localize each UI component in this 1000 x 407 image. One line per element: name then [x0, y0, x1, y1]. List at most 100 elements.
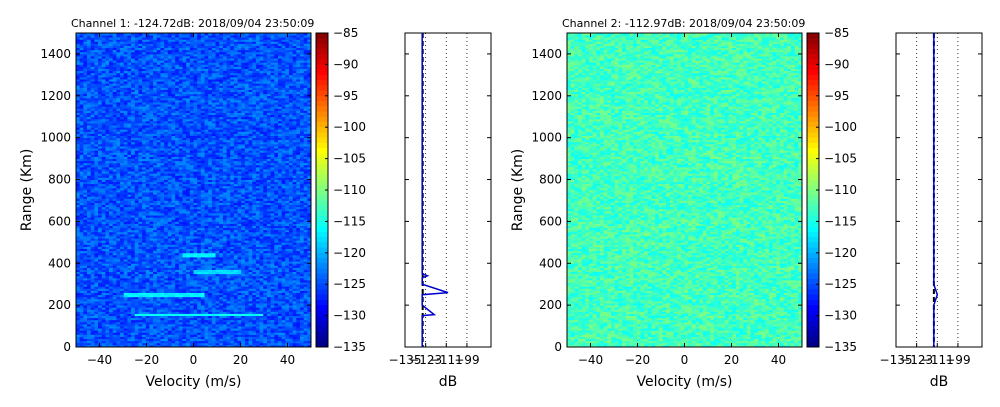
heatmap-cell [237, 307, 242, 310]
heatmap-cell [171, 328, 176, 331]
heatmap-cell [208, 303, 213, 306]
heatmap-cell [215, 323, 220, 327]
heatmap-cell [237, 344, 242, 348]
heatmap-cell [142, 330, 147, 333]
heatmap-cell [149, 328, 154, 331]
heatmap-cell [156, 311, 161, 314]
heatmap-cell [197, 292, 202, 296]
heatmap-cell [79, 344, 84, 348]
heatmap-cell [233, 292, 238, 296]
heatmap-cell [248, 334, 253, 337]
heatmap-cell [288, 344, 294, 348]
heatmap-cell [186, 292, 191, 296]
heatmap-cell [285, 294, 290, 298]
heatmap-cell [296, 315, 301, 319]
heatmap-cell [208, 326, 213, 329]
heatmap-cell [160, 303, 165, 306]
heatmap-cell [299, 336, 305, 340]
heatmap-cell [263, 338, 268, 342]
heatmap-cell [197, 334, 202, 337]
heatmap-cell [211, 294, 216, 298]
heatmap-cell [138, 338, 143, 342]
heatmap-cell [131, 307, 136, 310]
heatmap-cell [101, 315, 106, 319]
heatmap-cell [123, 300, 128, 304]
heatmap-cell [127, 307, 132, 310]
heatmap-cell [186, 294, 191, 298]
heatmap-cell [303, 307, 308, 310]
heatmap-cell [193, 342, 198, 346]
heatmap-cell [255, 298, 260, 302]
heatmap-cell [101, 330, 106, 333]
heatmap-cell [138, 303, 143, 306]
heatmap-cell [241, 338, 246, 342]
heatmap-cell [259, 332, 264, 335]
heatmap-cell [230, 319, 235, 323]
heatmap-cell [266, 305, 272, 308]
heatmap-cell [259, 292, 264, 296]
heatmap-cell [98, 342, 103, 346]
heatmap-cell [83, 317, 88, 321]
heatmap-cell [127, 290, 132, 293]
heatmap-cell [112, 305, 117, 308]
heatmap-cell [208, 323, 213, 327]
heatmap-cell [244, 303, 249, 306]
heatmap-cell [233, 332, 238, 335]
heatmap-cell [98, 340, 103, 344]
heatmap-cell [193, 326, 198, 329]
heatmap-cell [90, 338, 95, 342]
heatmap-cell [105, 342, 110, 346]
heatmap-cell [270, 307, 275, 310]
heatmap-cell [296, 294, 301, 298]
heatmap-cell [175, 303, 180, 306]
heatmap-cell [94, 305, 99, 308]
heatmap-cell [134, 311, 139, 314]
heatmap-cell [193, 319, 198, 323]
heatmap-cell [138, 321, 143, 325]
heatmap-cell [142, 311, 147, 314]
heatmap-cell [123, 296, 128, 300]
heatmap-cell [171, 296, 176, 300]
heatmap-cell [127, 300, 132, 304]
heatmap-cell [189, 336, 194, 340]
heatmap-cell [307, 298, 312, 302]
heatmap-cell [156, 298, 161, 302]
heatmap-cell [252, 311, 257, 314]
heatmap-cell [193, 300, 198, 304]
heatmap-cell [145, 317, 150, 321]
heatmap-cell [98, 309, 103, 312]
heatmap-cell [255, 340, 260, 344]
heatmap-cell [204, 342, 209, 346]
heatmap-cell [87, 332, 92, 335]
heatmap-cell [193, 338, 198, 342]
heatmap-cell [252, 303, 257, 306]
heatmap-cell [116, 307, 121, 310]
heatmap-cell [230, 313, 235, 316]
heatmap-cell [226, 344, 231, 348]
heatmap-cell [233, 342, 238, 346]
heatmap-cell [167, 305, 172, 308]
heatmap-cell [87, 334, 92, 337]
heatmap-cell [197, 330, 202, 333]
heatmap-cell [292, 317, 297, 321]
heatmap-cell [263, 298, 268, 302]
heatmap-cell [83, 330, 88, 333]
heatmap-cell [156, 290, 161, 293]
heatmap-cell [83, 311, 88, 314]
heatmap-cell [164, 311, 169, 314]
heatmap-cell [76, 296, 81, 300]
heatmap-cell [296, 344, 301, 348]
heatmap-cell [101, 338, 106, 342]
heatmap-cell [156, 336, 161, 340]
heatmap-cell [186, 342, 191, 346]
heatmap-cell [142, 326, 147, 329]
heatmap-cell [255, 300, 260, 304]
heatmap-cell [303, 298, 308, 302]
heatmap-cell [307, 323, 312, 327]
heatmap-cell [90, 319, 95, 323]
heatmap-cell [105, 303, 110, 306]
heatmap-cell [167, 319, 172, 323]
heatmap-cell [288, 326, 294, 329]
heatmap-cell [255, 326, 260, 329]
heatmap-cell [76, 332, 81, 335]
